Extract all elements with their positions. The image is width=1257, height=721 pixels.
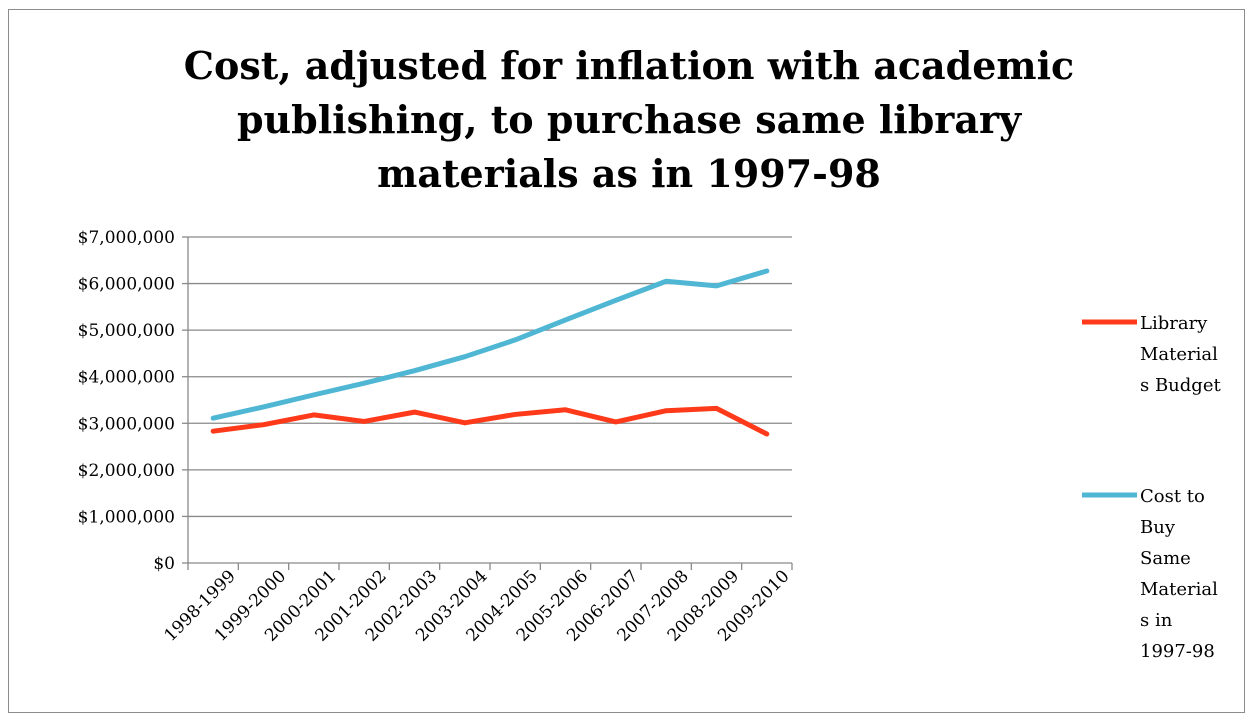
legend-label-line: Buy bbox=[1140, 517, 1176, 538]
legend-label-line: Library bbox=[1140, 313, 1208, 334]
y-tick-label: $3,000,000 bbox=[78, 414, 175, 434]
chart-title-line: materials as in 1997-98 bbox=[377, 151, 881, 196]
chart-frame: Cost, adjusted for inflation with academ… bbox=[8, 9, 1245, 713]
y-tick-label: $6,000,000 bbox=[78, 275, 175, 295]
axes bbox=[187, 237, 793, 570]
series-line-cost-to-buy-same-materials bbox=[210, 268, 770, 421]
legend: Library Material s Budget Cost to Buy Same Mat… bbox=[1082, 313, 1221, 662]
legend-label-line: Cost to bbox=[1140, 486, 1205, 507]
legend-label-line: s Budget bbox=[1140, 375, 1221, 396]
legend-label-line: Material bbox=[1140, 579, 1218, 600]
y-tick-label: $4,000,000 bbox=[78, 368, 175, 388]
legend-label-line: Same bbox=[1140, 548, 1191, 569]
legend-label-line: 1997-98 bbox=[1140, 641, 1215, 662]
y-tick-label: $1,000,000 bbox=[78, 507, 175, 527]
y-tick-label: $5,000,000 bbox=[78, 321, 175, 341]
chart-title: Cost, adjusted for inflation with academ… bbox=[184, 43, 1074, 196]
gridlines bbox=[182, 236, 792, 564]
chart-title-line: Cost, adjusted for inflation with academ… bbox=[184, 43, 1074, 88]
legend-label-line: Material bbox=[1140, 344, 1218, 365]
y-tick-label: $0 bbox=[153, 554, 175, 574]
series-line-library-materials-budget bbox=[210, 405, 770, 437]
y-tick-label: $7,000,000 bbox=[78, 228, 175, 248]
y-axis-tick-labels: $0 $1,000,000 $2,000,000 $3,000,000 $4,000,0… bbox=[78, 228, 175, 574]
legend-item: Cost to Buy Same Material s in 1997-98 bbox=[1082, 486, 1218, 662]
legend-label-line: s in bbox=[1140, 610, 1173, 631]
y-tick-label: $2,000,000 bbox=[78, 461, 175, 481]
series-lines bbox=[210, 268, 770, 437]
legend-item: Library Material s Budget bbox=[1082, 313, 1221, 396]
line-chart: Cost, adjusted for inflation with academ… bbox=[78, 43, 1222, 662]
chart-title-line: publishing, to purchase same library bbox=[237, 97, 1022, 142]
x-axis-tick-labels: 1998-19991999-20002000-20012001-20022002… bbox=[160, 566, 793, 645]
